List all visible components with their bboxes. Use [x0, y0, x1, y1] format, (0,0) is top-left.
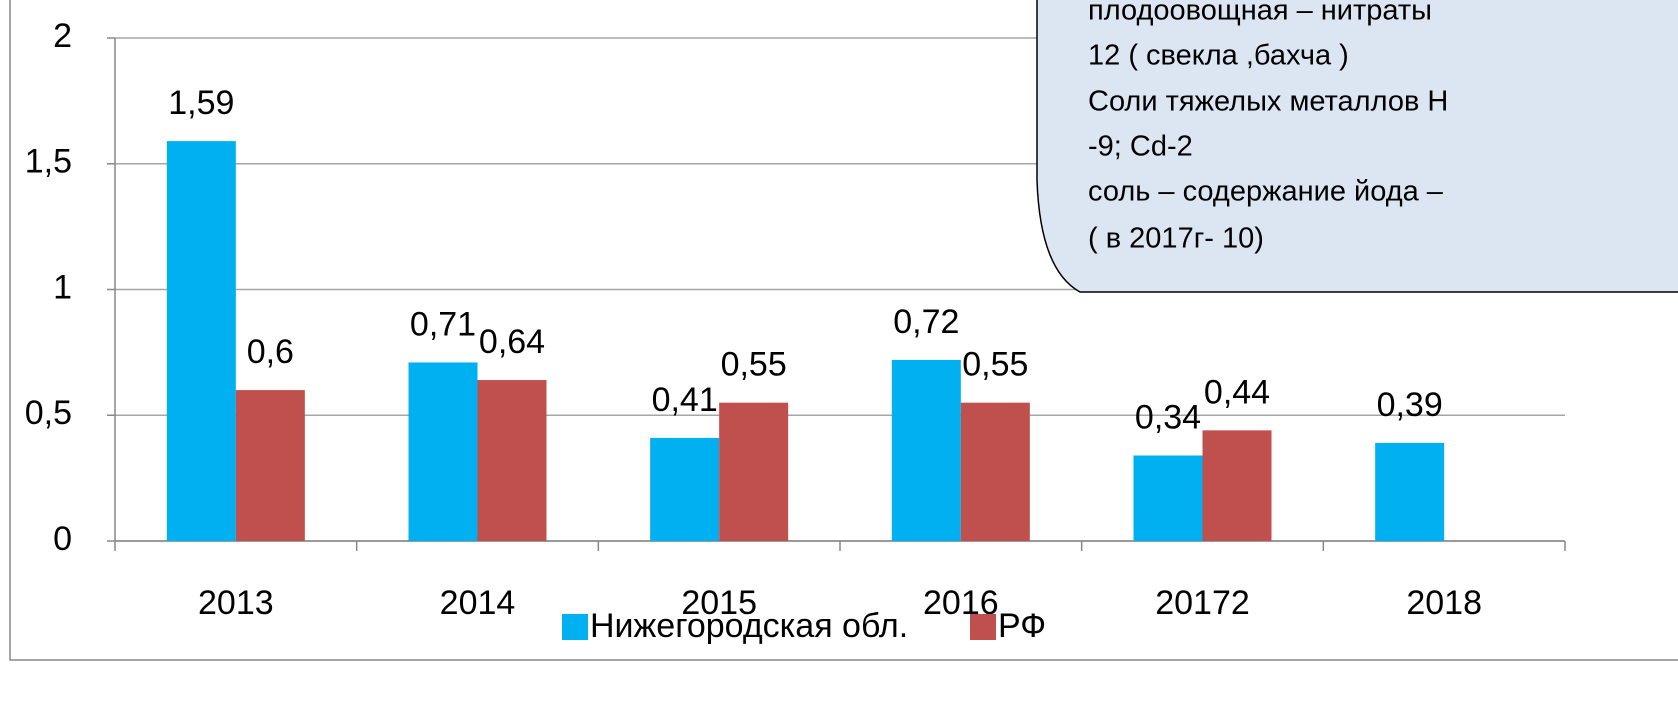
- legend-swatch: [562, 614, 588, 640]
- bar: [650, 437, 720, 541]
- bar: [408, 362, 478, 541]
- y-tick-label: 0,5: [25, 394, 72, 432]
- bar: [166, 141, 236, 542]
- bar: [719, 402, 789, 541]
- bar: [891, 359, 961, 541]
- value-label: 0,72: [893, 303, 959, 341]
- x-tick-label: 2014: [440, 584, 516, 622]
- value-label: 0,64: [479, 323, 545, 361]
- y-tick-label: 2: [53, 17, 72, 55]
- bar: [1133, 455, 1203, 541]
- bar: [1375, 442, 1445, 541]
- bar: [235, 390, 305, 541]
- y-tick-label: 1: [53, 268, 72, 306]
- callout-text: ( в 2017г- 10): [1088, 223, 1264, 255]
- bar: [960, 402, 1030, 541]
- legend-label: Нижегородская обл.: [590, 607, 908, 645]
- value-label: 0,39: [1377, 386, 1443, 424]
- callout-text: -9; Cd-2: [1088, 131, 1193, 163]
- legend-label: РФ: [998, 607, 1046, 645]
- chart-frame: [9, 0, 1678, 661]
- callout-text: плодоовощная – нитраты: [1088, 0, 1432, 27]
- x-tick-label: 2013: [198, 584, 274, 622]
- x-tick-label: 2018: [1406, 584, 1482, 622]
- callout-text: Соли тяжелых металлов Н: [1088, 86, 1448, 118]
- x-tick-label: 2015: [681, 584, 757, 622]
- value-label: 0,55: [721, 346, 787, 384]
- value-label: 1,59: [168, 84, 234, 122]
- y-tick-label: 1,5: [25, 143, 72, 181]
- callout-text: соль – содержание йода –: [1088, 176, 1444, 208]
- bar: [477, 380, 547, 541]
- callout-box: [1036, 0, 1678, 293]
- legend-swatch: [970, 614, 996, 640]
- bar: [1202, 430, 1272, 541]
- x-tick-label: 20172: [1155, 584, 1250, 622]
- value-label: 0,71: [410, 305, 476, 343]
- value-label: 0,34: [1135, 398, 1201, 436]
- y-tick-label: 0: [53, 520, 72, 558]
- value-label: 0,41: [652, 381, 718, 419]
- callout-text: 12 ( свекла ,бахча ): [1088, 40, 1349, 72]
- value-label: 0,6: [247, 333, 294, 371]
- value-label: 0,55: [962, 346, 1028, 384]
- value-label: 0,44: [1204, 373, 1270, 411]
